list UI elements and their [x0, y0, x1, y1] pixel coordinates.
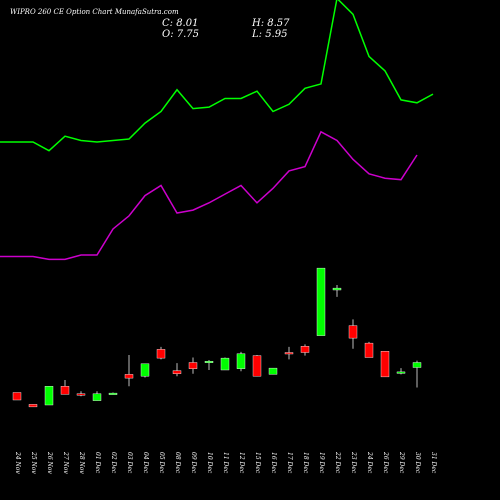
candle-body	[188, 362, 198, 369]
x-tick-label: 18 Dec	[302, 452, 309, 474]
x-tick-label: 22 Dec	[334, 451, 341, 474]
candle	[204, 360, 214, 370]
x-tick-label: 29 Dec	[398, 451, 405, 474]
candle	[92, 391, 102, 401]
candles-layer	[12, 267, 422, 408]
candle	[236, 351, 246, 372]
candle-body	[252, 355, 262, 377]
open-value: O: 7.75	[162, 29, 199, 40]
candle-body	[348, 325, 358, 339]
candle	[300, 344, 310, 356]
close-value: C: 8.01	[162, 18, 198, 29]
candle-body	[172, 370, 182, 374]
candle-body	[204, 361, 214, 363]
high-value: H: 8.57	[251, 18, 290, 29]
candle-body	[380, 351, 390, 378]
low-value: L: 5.95	[251, 29, 287, 40]
candle-body	[60, 386, 70, 395]
x-tick-label: 11 Dec	[222, 452, 229, 474]
candle	[108, 392, 118, 395]
candle	[172, 363, 182, 377]
x-tick-label: 30 Dec	[414, 452, 421, 474]
candle-body	[124, 374, 134, 379]
x-tick-label: 08 Dec	[174, 452, 181, 474]
x-tick-label: 27 Nov	[62, 451, 69, 474]
candle-body	[44, 386, 54, 406]
candle	[156, 346, 166, 360]
candle	[28, 404, 38, 408]
x-tick-label: 28 Nov	[78, 451, 85, 474]
candle	[44, 386, 54, 406]
x-tick-label: 09 Dec	[190, 452, 197, 474]
candle	[12, 392, 22, 401]
x-tick-label: 16 Dec	[270, 452, 277, 474]
candle-body	[140, 363, 150, 377]
x-tick-label: 05 Dec	[158, 452, 165, 474]
x-tick-label: 26 Dec	[382, 451, 389, 474]
upper-band-line	[0, 0, 434, 152]
x-tick-label: 24 Nov	[14, 451, 21, 474]
x-tick-label: 26 Nov	[46, 451, 53, 474]
candle-body	[412, 362, 422, 368]
x-tick-label: 12 Dec	[238, 452, 245, 474]
x-tick-label: 15 Dec	[254, 452, 261, 474]
candle-body	[364, 342, 374, 358]
candle	[316, 267, 326, 336]
candle	[364, 341, 374, 358]
x-tick-label: 04 Dec	[142, 452, 149, 474]
x-tick-label: 25 Nov	[30, 451, 37, 474]
candle	[380, 351, 390, 378]
candle	[412, 360, 422, 388]
candle	[348, 319, 358, 349]
candle-body	[28, 404, 38, 408]
candle-body	[332, 287, 342, 291]
candle-body	[236, 353, 246, 369]
candle	[252, 355, 262, 377]
candle-body	[300, 346, 310, 353]
x-tick-label: 01 Dec	[94, 452, 101, 474]
x-tick-label: 10 Dec	[206, 452, 213, 474]
x-tick-label: 17 Dec	[286, 452, 293, 474]
candle	[124, 355, 134, 387]
bands-layer	[0, 0, 434, 261]
x-tick-label: 03 Dec	[126, 452, 133, 474]
candle-body	[268, 367, 278, 375]
candle	[188, 357, 198, 374]
candle-body	[76, 393, 86, 396]
candle-body	[156, 349, 166, 359]
x-tick-label: 31 Dec	[430, 452, 437, 474]
candle	[76, 391, 86, 397]
candle	[140, 363, 150, 378]
candle-body	[108, 392, 118, 395]
candle-body	[396, 371, 406, 374]
candle	[332, 285, 342, 297]
candle-body	[220, 357, 230, 371]
chart-title: WIPRO 260 CE Option Chart MunafaSutra.co…	[10, 8, 179, 16]
candle	[268, 367, 278, 375]
candle-body	[12, 392, 22, 401]
x-axis-labels: 24 Nov 25 Nov 26 Nov 27 Nov 28 Nov 01 Dec 02 D…	[14, 451, 437, 474]
candle	[284, 346, 294, 360]
x-tick-label: 24 Dec	[366, 451, 373, 474]
candle-body	[92, 393, 102, 401]
candle-body	[284, 352, 294, 355]
candle	[396, 368, 406, 375]
x-tick-label: 02 Dec	[110, 452, 117, 474]
x-tick-label: 23 Dec	[350, 451, 357, 474]
candle	[60, 380, 70, 395]
candle-body	[316, 267, 326, 336]
candle	[220, 357, 230, 371]
lower-band-line	[0, 130, 418, 261]
x-tick-label: 19 Dec	[318, 452, 325, 474]
